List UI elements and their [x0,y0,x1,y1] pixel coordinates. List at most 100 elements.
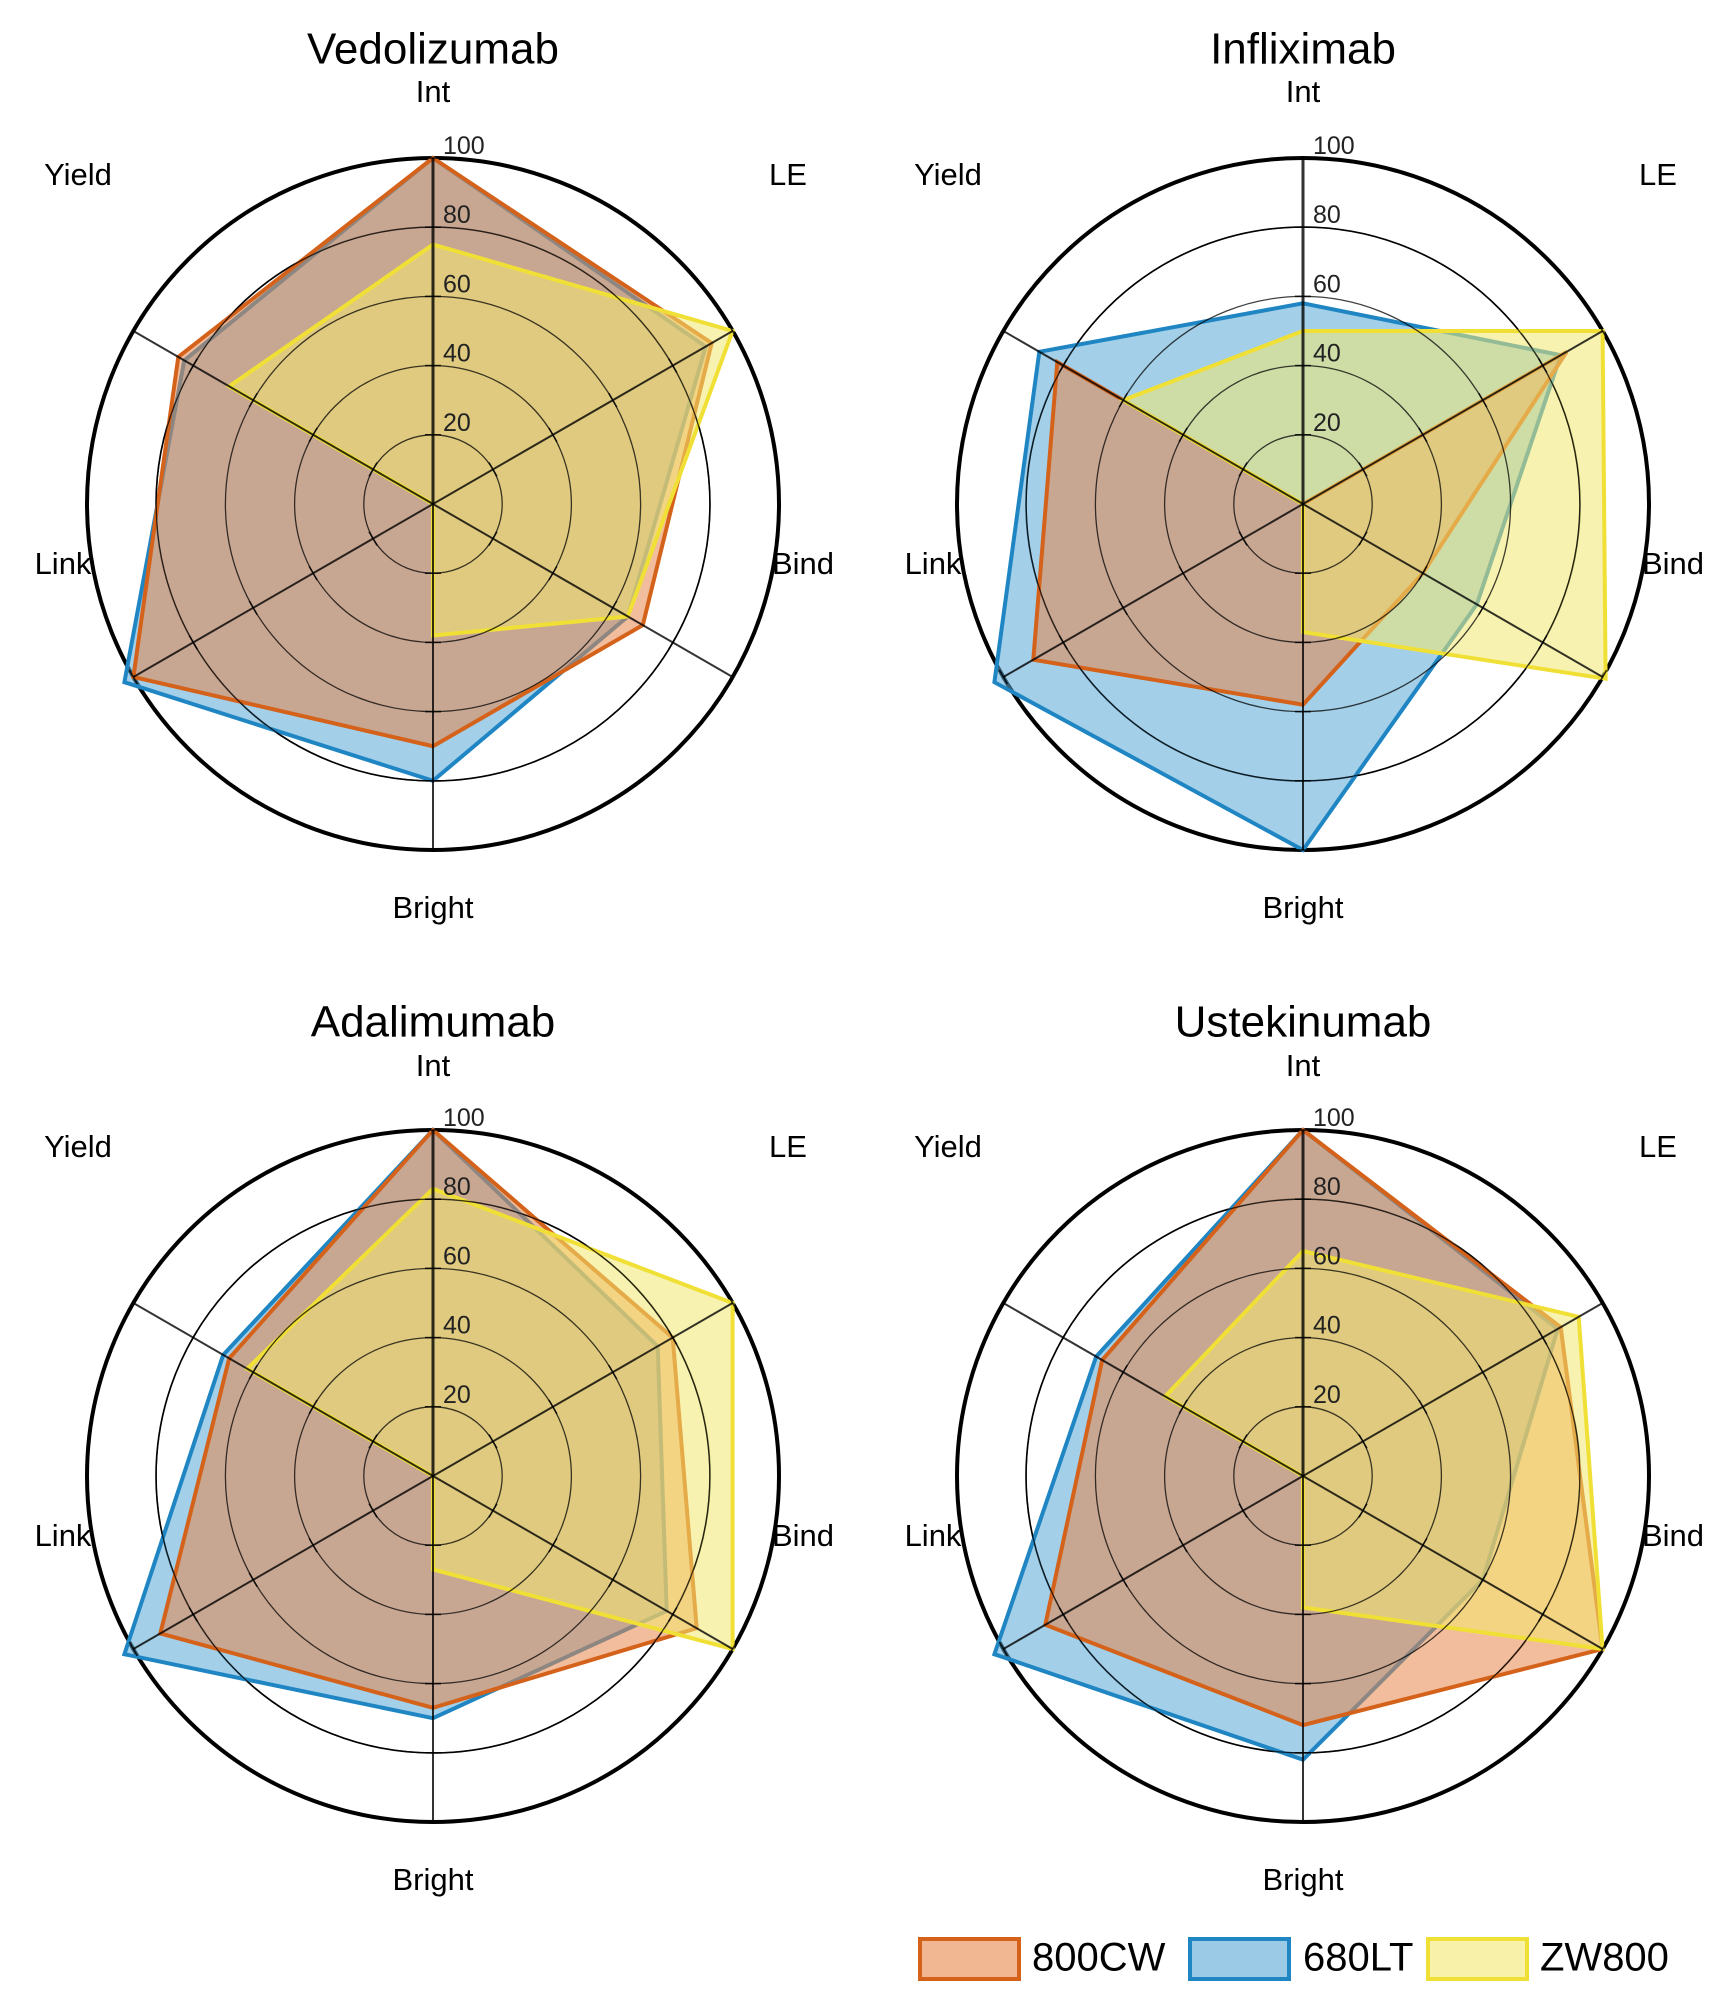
tick-label-20: 20 [443,1381,471,1409]
panels-layer: Vedolizumab 20 40 60 80 100 Int LE Bind Bright Lin… [35,25,1704,1898]
axis-tick [1538,635,1548,650]
axis-tick [368,462,378,477]
axis-line-yield [1002,330,1304,505]
axis-label-yield: Yield [44,157,112,192]
axis-tick [1118,1572,1128,1588]
axis-tick [1058,1607,1068,1622]
axis-line-le [432,1302,734,1477]
axis-label-le: LE [1639,157,1677,192]
axis-label-link: Link [35,1518,92,1553]
axis-tick [668,635,678,650]
axis-tick [488,531,498,546]
axis-label-bind: Bind [1642,1518,1704,1553]
axis-tick [548,1399,558,1415]
axis-tick [368,1434,378,1449]
axis-tick [128,1295,139,1311]
panel-title: Infliximab [1210,25,1396,74]
tick-label-20: 20 [443,409,471,437]
axis-tick [668,358,678,373]
axis-label-le: LE [769,157,807,192]
axis-tick [1478,1364,1488,1380]
axis-tick [1418,427,1428,443]
tick-label-60: 60 [1313,1242,1341,1270]
axis-label-bright: Bright [1263,1862,1344,1897]
axis-label-bright: Bright [393,1862,474,1897]
panel-title: Vedolizumab [307,25,559,74]
axis-tick [548,565,558,581]
axis-tick [488,462,498,477]
legend-label: ZW800 [1540,1936,1669,1980]
axis-tick [998,669,1009,685]
legend-swatch [1188,1937,1291,1981]
axis-tick [998,1295,1009,1311]
axis-label-yield: Yield [914,1129,982,1164]
legend-item-800cw: 800CW [918,1936,1166,1981]
panel-title: Adalimumab [311,998,556,1047]
axis-line-le [1302,1302,1604,1477]
tick-label-100: 100 [443,132,485,160]
axis-tick [668,1607,678,1622]
axis-tick [308,1399,318,1415]
axis-tick [1538,1607,1548,1622]
axis-tick [1597,669,1608,685]
axis-tick [1058,1330,1068,1345]
axis-tick [548,427,558,443]
axis-tick [1538,1330,1548,1345]
axis-tick [1418,1537,1428,1553]
axis-tick [248,392,258,408]
axis-tick [1597,323,1608,339]
tick-label-100: 100 [443,1104,485,1132]
axis-tick [1178,1399,1188,1415]
axis-label-int: Int [1286,1048,1321,1083]
tick-label-60: 60 [1313,270,1341,298]
axis-tick [608,1364,618,1380]
axis-tick [608,392,618,408]
axis-line-bind [432,503,734,678]
axis-tick [368,531,378,546]
axis-tick [1538,358,1548,373]
axis-tick [308,427,318,443]
axis-tick [128,1641,139,1657]
axis-tick [727,323,738,339]
axis-tick [1597,1641,1608,1657]
axis-tick [1358,1434,1368,1449]
axis-tick [1178,427,1188,443]
axis-line-yield [132,330,434,505]
tick-label-100: 100 [1313,1104,1355,1132]
axis-tick [1418,1399,1428,1415]
axis-tick [488,1503,498,1518]
tick-label-60: 60 [443,1242,471,1270]
axis-tick [1058,635,1068,650]
legend-label: 800CW [1032,1936,1166,1980]
panel-ustekinumab: Ustekinumab 20 40 60 80 100 Int LE Bind Bright Lin… [905,998,1704,1898]
legend-label: 680LT [1303,1936,1413,1980]
axis-tick [1058,358,1068,373]
axis-line-le [432,330,734,505]
panel-vedolizumab: Vedolizumab 20 40 60 80 100 Int LE Bind Bright Lin… [35,25,834,926]
axis-tick [1118,1364,1128,1380]
tick-label-80: 80 [443,1173,471,1201]
tick-label-40: 40 [1313,1312,1341,1340]
legend-item-680lt: 680LT [1188,1936,1413,1981]
legend-swatch [918,1937,1021,1981]
axis-tick [1358,462,1368,477]
tick-label-20: 20 [1313,1381,1341,1409]
axis-tick [1238,1434,1248,1449]
axis-tick [368,1503,378,1518]
panel-infliximab: Infliximab 20 40 60 80 100 Int LE Bind Bright Link… [905,25,1704,926]
tick-label-20: 20 [1313,409,1341,437]
axis-label-link: Link [905,546,962,581]
axis-tick [308,565,318,581]
tick-label-40: 40 [443,1312,471,1340]
axis-tick [1478,1572,1488,1588]
axis-tick [727,669,738,685]
axis-line-yield [132,1302,434,1477]
axis-line-bind [432,1475,734,1650]
axis-label-bright: Bright [1263,890,1344,925]
panel-adalimumab: Adalimumab 20 40 60 80 100 Int LE Bind Bright Link… [35,998,834,1898]
axis-tick [128,669,139,685]
axis-tick [1238,462,1248,477]
axis-label-int: Int [1286,74,1321,109]
axis-tick [248,600,258,616]
